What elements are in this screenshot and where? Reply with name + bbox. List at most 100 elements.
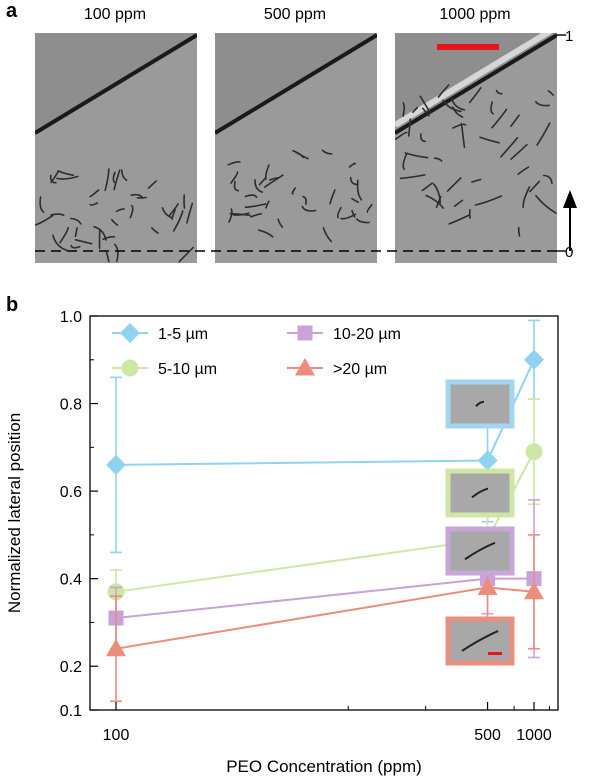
polymer-strand — [121, 169, 128, 181]
series-line — [115, 577, 534, 620]
legend: 1-5 µm 5-10 µm 10-20 µm >20 µm — [112, 323, 401, 378]
polymer-strand — [301, 205, 317, 212]
polymer-strand — [419, 133, 426, 143]
lateral-arrow-head-icon — [563, 190, 577, 208]
polymer-strand — [510, 114, 520, 127]
polymer-strand — [452, 123, 467, 129]
triangle-marker — [477, 577, 498, 595]
polymer-strand — [468, 87, 482, 104]
diamond-marker — [524, 349, 544, 370]
scale-bottom-label: 0 — [565, 244, 573, 261]
polymer-strand — [536, 122, 551, 146]
series-4 — [106, 534, 544, 703]
triangle-marker — [106, 638, 126, 657]
polymer-strand — [419, 95, 431, 114]
polymer-strand — [321, 149, 333, 155]
inset-scale-bar — [488, 652, 502, 655]
polymer-strand — [529, 180, 541, 193]
triangle-marker — [295, 358, 315, 376]
polymer-strand — [89, 189, 100, 198]
polymer-strand — [105, 251, 110, 263]
polymer-strand — [186, 202, 194, 224]
micrograph-100-ppm — [35, 33, 197, 263]
polymer-strand — [295, 151, 309, 160]
polymer-strand — [230, 171, 239, 184]
polymer-strand — [329, 189, 336, 205]
polymer-strand — [437, 84, 450, 98]
concentration-label-100: 100 ppm — [83, 6, 147, 23]
panel-a-overlay: 1 0 — [35, 28, 577, 261]
polymer-strand — [356, 179, 363, 201]
polymer-strand — [59, 226, 70, 244]
polymer-strand — [232, 212, 250, 216]
polymer-strand — [172, 210, 184, 232]
plot-frame — [89, 315, 559, 711]
square-marker — [297, 325, 313, 341]
polymer-strand — [474, 195, 503, 206]
legend-label: 10-20 µm — [333, 326, 401, 343]
polymer-strand — [366, 203, 373, 213]
diamond-marker — [120, 323, 140, 343]
micrograph-1000-ppm — [395, 33, 557, 263]
inset-thumbnail-1 — [445, 379, 515, 429]
polymer-strand — [522, 186, 531, 208]
polymer-strand — [336, 206, 342, 219]
inset-polymer — [471, 487, 489, 499]
diamond-marker — [106, 454, 126, 475]
polymer-strand — [450, 97, 466, 111]
y-tick-label: 1.0 — [60, 309, 82, 326]
legend-label: 1-5 µm — [158, 326, 208, 343]
panel-a-label: a — [6, 0, 18, 22]
polymer-strand — [302, 195, 307, 205]
polymer-strand — [265, 200, 270, 209]
polymer-strand — [39, 196, 45, 213]
polymer-strand — [425, 194, 445, 209]
polymer-strand — [50, 213, 65, 216]
polymer-strand — [104, 168, 110, 192]
polymer-strand — [448, 214, 470, 225]
x-tick-label: 100 — [103, 727, 130, 744]
circle-marker — [525, 443, 543, 461]
polymer-strand — [227, 161, 241, 166]
polymer-strand — [356, 218, 370, 224]
polymer-strand — [535, 101, 550, 107]
legend-entry-4: >20 µm — [287, 358, 387, 378]
channel-wall — [215, 33, 377, 135]
polymer-strand — [168, 203, 179, 216]
scale-bar — [437, 44, 499, 50]
polymer-strand — [322, 227, 333, 243]
polymer-strand — [57, 170, 75, 176]
polymer-strand — [351, 209, 356, 218]
polymer-strand — [542, 174, 553, 185]
polymer-strand — [402, 153, 408, 171]
legend-entry-3: 10-20 µm — [287, 325, 401, 343]
polymer-strand — [349, 176, 359, 186]
polymer-strand — [517, 226, 521, 237]
inset-polymer — [475, 400, 485, 407]
polymer-strand — [244, 194, 258, 199]
polymer-strand — [446, 177, 462, 192]
micrograph-500-ppm — [215, 33, 377, 263]
polymer-strand — [52, 234, 68, 252]
polymer-strand — [130, 193, 144, 199]
polymer-strand — [56, 175, 79, 180]
chart-b: 0.1 0.2 0.4 0.6 0.8 1.0 100 500 1000 1-5 µm 5-10… — [5, 309, 559, 776]
polymer-strand — [433, 157, 443, 162]
polymer-strand — [147, 180, 158, 189]
polymer-strand — [479, 136, 500, 144]
polymer-strand — [535, 194, 557, 214]
polymer-strand — [495, 89, 503, 95]
concentration-label-1000: 1000 ppm — [439, 6, 511, 23]
x-axis-title: PEO Concentration (ppm) — [226, 757, 422, 776]
polymer-strand — [407, 118, 412, 137]
polymer-strand — [471, 178, 482, 183]
inset-thumbnail-4 — [445, 616, 515, 666]
polymer-strand — [35, 214, 54, 226]
y-tick-label: 0.2 — [60, 659, 82, 676]
polymer-strand — [113, 169, 121, 191]
polymer-strand — [150, 227, 159, 234]
polymer-strand — [115, 208, 125, 213]
inset-polymer — [461, 630, 499, 652]
polymer-strand — [171, 209, 176, 220]
polymer-strand — [517, 166, 530, 175]
